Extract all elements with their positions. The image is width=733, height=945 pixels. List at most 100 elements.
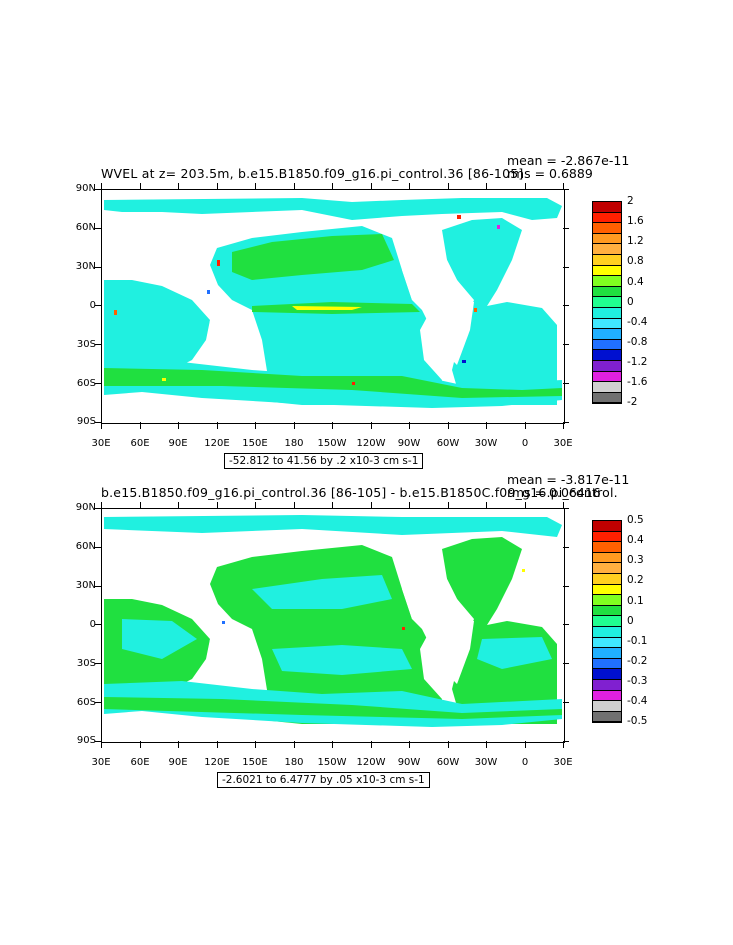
axis-tick	[95, 624, 101, 626]
axis-tick	[563, 183, 564, 189]
axis-tick	[101, 422, 102, 429]
colorbar-label: 1.6	[627, 215, 644, 228]
colorbar-label: 0.8	[627, 255, 644, 268]
colorbar-swatch	[593, 701, 621, 712]
bottom-lon-label: 120W	[356, 757, 386, 768]
top-lon-label: 0	[521, 438, 529, 449]
colorbar-label: -0.4	[627, 695, 648, 708]
top-lon-label: 30E	[553, 438, 573, 449]
colorbar-swatch	[593, 616, 621, 627]
axis-tick	[370, 422, 372, 429]
axis-tick	[139, 183, 141, 189]
colorbar-label: 0.4	[627, 275, 644, 288]
top-lon-label: 30E	[91, 438, 111, 449]
top-lon-label: 150E	[242, 438, 268, 449]
axis-tick	[293, 183, 295, 189]
axis-tick	[95, 305, 101, 307]
axis-tick	[332, 183, 333, 189]
bottom-lon-label: 30W	[474, 757, 498, 768]
colorbar-swatch	[593, 626, 621, 638]
axis-tick	[524, 741, 526, 748]
axis-tick	[293, 741, 295, 748]
top-lat-label: 30N	[75, 261, 96, 272]
colorbar-swatch	[593, 350, 621, 361]
colorbar-label: 0	[627, 614, 634, 627]
colorbar-swatch	[593, 254, 621, 266]
colorbar-label: -1.6	[627, 376, 648, 389]
axis-tick	[178, 502, 179, 508]
bottom-title: b.e15.B1850.f09_g16.pi_control.36 [86-10…	[101, 485, 618, 500]
axis-tick	[216, 502, 218, 508]
axis-tick	[409, 422, 410, 429]
colorbar-swatch	[593, 382, 621, 393]
colorbar-swatch	[593, 307, 621, 319]
top-lon-label: 60E	[130, 438, 150, 449]
top-mean: mean = -2.867e-11	[507, 153, 630, 168]
bottom-lat-label: 90N	[75, 502, 96, 513]
colorbar-label: 0.1	[627, 594, 644, 607]
top-lon-label: 180	[284, 438, 304, 449]
axis-tick	[95, 383, 101, 384]
colorbar-swatch	[593, 552, 621, 564]
colorbar-swatch	[593, 669, 621, 680]
bottom-lat-label: 90S	[76, 735, 96, 746]
axis-tick	[370, 502, 372, 508]
axis-tick	[216, 422, 218, 429]
bottom-map	[101, 508, 565, 743]
colorbar-label: -1.2	[627, 356, 648, 369]
colorbar-swatch	[593, 329, 621, 340]
colorbar-label: -0.4	[627, 315, 648, 328]
axis-tick	[563, 422, 564, 429]
axis-tick	[563, 624, 569, 626]
axis-tick	[447, 422, 449, 429]
axis-tick	[332, 741, 333, 748]
axis-tick	[409, 502, 410, 508]
colorbar-swatch	[593, 360, 621, 372]
axis-tick	[139, 741, 141, 748]
top-lat-label: 90S	[76, 416, 96, 427]
top-lat-label: 60S	[76, 378, 96, 389]
axis-tick	[563, 383, 569, 384]
bottom-lon-label: 120E	[204, 757, 230, 768]
axis-tick	[563, 508, 569, 509]
bottom-lat-label: 30N	[75, 580, 96, 591]
top-map	[101, 189, 565, 424]
colorbar-swatch	[593, 371, 621, 383]
axis-tick	[370, 741, 372, 748]
axis-tick	[95, 702, 101, 703]
colorbar-swatch	[593, 223, 621, 234]
bottom-lat-label: 60N	[75, 541, 96, 552]
bottom-lon-label: 90W	[397, 757, 421, 768]
colorbar-swatch	[593, 531, 621, 543]
colorbar-label: -0.5	[627, 715, 648, 728]
axis-tick	[293, 422, 295, 429]
axis-tick	[563, 344, 569, 346]
colorbar-swatch	[593, 679, 621, 691]
axis-tick	[563, 189, 569, 190]
axis-tick	[216, 183, 218, 189]
bottom-mean: mean = -3.817e-11	[507, 472, 630, 487]
bottom-lon-label: 30E	[553, 757, 573, 768]
top-lon-label: 90E	[168, 438, 188, 449]
axis-tick	[95, 508, 101, 509]
axis-tick	[95, 546, 101, 548]
axis-tick	[95, 189, 101, 190]
axis-tick	[95, 421, 101, 423]
axis-tick	[255, 502, 256, 508]
colorbar-label: 0.4	[627, 534, 644, 547]
top-colorbar	[592, 201, 622, 405]
colorbar-swatch	[593, 233, 621, 245]
top-lat-label: 90N	[75, 183, 96, 194]
bottom-lon-label: 60E	[130, 757, 150, 768]
axis-tick	[95, 344, 101, 346]
top-lon-label: 120E	[204, 438, 230, 449]
axis-tick	[486, 422, 487, 429]
colorbar-swatch	[593, 595, 621, 606]
bottom-rms: rms = 0.06416	[507, 485, 601, 500]
axis-tick	[486, 502, 487, 508]
axis-tick	[447, 502, 449, 508]
colorbar-swatch	[593, 605, 621, 617]
colorbar-label: -0.1	[627, 634, 648, 647]
axis-tick	[332, 502, 333, 508]
colorbar-label: -0.3	[627, 675, 648, 688]
